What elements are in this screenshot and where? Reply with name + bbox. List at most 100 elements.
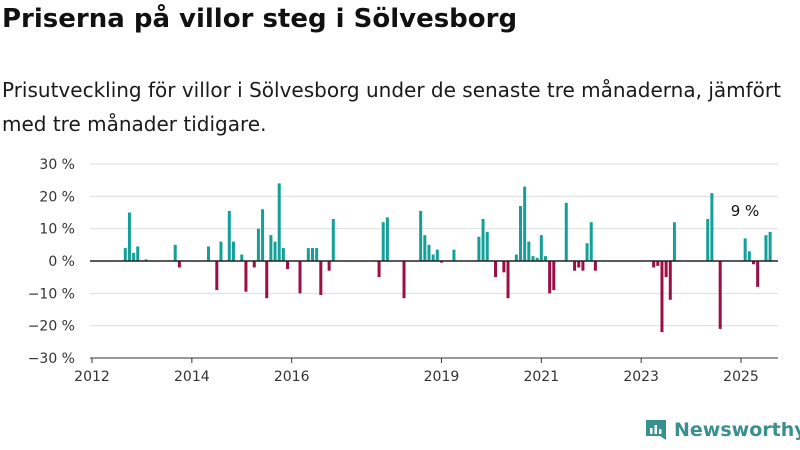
bar [481,218,485,261]
chart-title: Priserna på villor steg i Sölvesborg [2,4,518,34]
newsworthy-logo-icon [646,420,666,440]
bar [252,261,256,268]
bar [506,261,510,299]
x-tick-label: 2025 [723,369,759,385]
bar [136,246,140,261]
bar [385,217,389,261]
bar [573,261,577,271]
bar [564,202,568,261]
bar [552,261,556,291]
bar [377,261,381,278]
axes [90,260,778,363]
bar [298,261,302,294]
x-tick-label: 2019 [424,369,460,385]
bar [402,261,406,299]
bar [514,254,518,261]
x-tick-label: 2014 [174,369,210,385]
y-tick-label: 10 % [39,222,75,238]
bar [527,241,531,261]
y-tick-label: 0 % [48,254,75,270]
bar [381,222,385,261]
y-tick-label: −10 % [28,286,75,302]
brand-name: Newsworthy [674,419,800,441]
y-tick-label: −20 % [28,319,75,335]
bar [423,235,427,261]
x-tick-label: 2021 [523,369,559,385]
bar [523,186,527,261]
bar [548,261,552,294]
bar [502,261,506,273]
x-tick-label: 2016 [274,369,310,385]
bar [435,249,439,261]
bar [439,261,443,263]
bar [768,231,772,261]
bar [427,244,431,261]
bar [519,206,523,261]
bar [656,261,660,266]
bar [593,261,597,271]
bar [581,261,585,271]
bar [431,254,435,261]
bar [319,261,323,295]
bar [256,228,260,261]
bars [123,183,772,333]
bar [672,222,676,261]
bar [543,256,547,261]
y-tick-label: 30 % [39,157,75,173]
bar [286,261,290,270]
bar [144,259,148,261]
bar [747,251,751,261]
bar [315,248,319,261]
bar [173,244,177,261]
bar [269,235,273,261]
bar [215,261,219,291]
bar [652,261,656,268]
bar [306,248,310,261]
bar [585,243,589,261]
bar [706,218,710,261]
bar [718,261,722,329]
bar [240,254,244,261]
bar [531,256,535,261]
bar [273,241,277,261]
newsworthy-logo: Newsworthy [644,418,800,442]
bar [123,248,127,261]
bar [310,248,314,261]
bar [281,248,285,261]
bar [764,235,768,261]
bar [244,261,248,292]
tick-labels: −30 % −20 % −10 % 0 % 10 % 20 % 30 % 2012 2014 20… [28,157,760,385]
bar [660,261,664,333]
bar [452,249,456,261]
bar [206,246,210,261]
bar [265,261,269,299]
bar [132,252,136,261]
bar [494,261,498,278]
bar [664,261,668,278]
bar [231,241,235,261]
bar [127,212,131,261]
bar [177,261,181,268]
y-tick-label: −30 % [28,351,75,367]
bar [589,222,593,261]
bar [331,218,335,261]
bar [419,210,423,261]
chart-subtitle: Prisutveckling för villor i Sölvesborg u… [2,78,781,136]
bar [219,241,223,261]
bar [743,238,747,261]
bar [539,235,543,261]
bar [227,210,231,261]
bar [756,261,760,287]
bar [668,261,672,300]
bar [535,257,539,261]
annotation-label: 9 % [731,202,760,220]
bar [751,261,755,265]
bar [710,193,714,261]
bar [477,236,481,261]
x-tick-label: 2023 [623,369,659,385]
bar [327,261,331,271]
y-tick-label: 20 % [39,189,75,205]
x-tick-label: 2012 [74,369,110,385]
bar [577,261,581,268]
